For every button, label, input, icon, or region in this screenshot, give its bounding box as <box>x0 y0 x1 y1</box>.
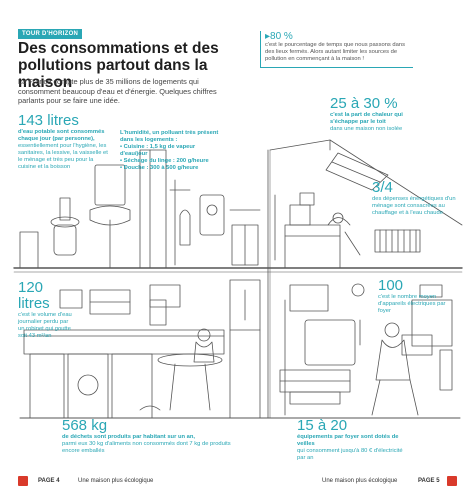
stat-80-value: 80 % <box>270 31 293 42</box>
stat-15-text: qui consomment jusqu'à 80 € d'électricit… <box>297 448 403 461</box>
humidity-item: • Cuisine : 1,5 kg de vapeur d'eau/jour <box>120 144 196 157</box>
page-lead: La France compte plus de 35 millions de … <box>18 77 217 105</box>
arrow-icon: ▸ <box>265 31 271 42</box>
stat-143-value: 143 litres <box>18 112 79 129</box>
stat-143-text: essentiellement pour l'hygiène, les sani… <box>18 143 108 170</box>
humidity-item: • Séchage du linge : 200 g/heure <box>120 158 209 164</box>
stat-568-text: parmi eux 30 kg d'aliments non consommés… <box>62 441 231 454</box>
footer-page-right: PAGE 5 <box>418 478 440 484</box>
stat-100-text: c'est le nombre moyen d'appareils électr… <box>378 294 446 314</box>
stat-568-value: 568 kg <box>62 417 108 434</box>
stat-25-text: dans une maison non isolée <box>330 126 403 132</box>
stat-120: 120 litres c'est le volume d'eau journal… <box>18 280 76 340</box>
page-title: Des consommations et des pollutions part… <box>18 40 219 91</box>
stat-80-box: ▸80 % c'est le pourcentage de temps que … <box>260 31 413 68</box>
footer-title-right: Une maison plus écologique <box>322 478 398 484</box>
stat-34: 3/4 des dépenses énergétiques d'un ménag… <box>372 180 462 217</box>
stat-143-bold: d'eau potable sont consommés chaque jour… <box>18 129 105 142</box>
humidity-title: L'humidité, un polluant très présent dan… <box>120 130 219 143</box>
stat-100: 100 c'est le nombre moyen d'appareils él… <box>378 278 458 315</box>
stat-143: 143 litres d'eau potable sont consommés … <box>18 113 110 171</box>
stat-120-text: c'est le volume d'eau journalier perdu p… <box>18 312 72 339</box>
stat-25-bold: c'est la part de chaleur qui s'échappe p… <box>330 112 403 125</box>
section-tag: TOUR D'HORIZON <box>18 29 83 39</box>
stat-15-bold: équipements par foyer sont dotés de veil… <box>297 434 399 447</box>
stat-15: 15 à 20 équipements par foyer sont dotés… <box>297 418 407 462</box>
humidity-item: • Douche : 300 à 500 g/heure <box>120 165 199 171</box>
stat-25: 25 à 30 % c'est la part de chaleur qui s… <box>330 96 410 133</box>
stat-120-value: 120 litres <box>18 279 50 312</box>
stat-568: 568 kg de déchets sont produits par habi… <box>62 418 232 455</box>
stat-100-value: 100 <box>378 277 404 294</box>
stat-15-value: 15 à 20 <box>297 417 348 434</box>
stat-34-text: des dépenses énergétiques d'un ménage so… <box>372 196 456 216</box>
brand-logo-left <box>18 476 28 486</box>
footer-title-left: Une maison plus écologique <box>78 478 154 484</box>
stat-34-value: 3/4 <box>372 179 393 196</box>
brand-logo-right <box>447 476 457 486</box>
humidity-info: L'humidité, un polluant très présent dan… <box>120 130 220 172</box>
stat-80-text: c'est le pourcentage de temps que nous p… <box>265 42 406 62</box>
footer-page-left: PAGE 4 <box>38 478 60 484</box>
stat-25-value: 25 à 30 % <box>330 95 398 112</box>
stat-568-bold: de déchets sont produits par habitant su… <box>62 434 196 440</box>
